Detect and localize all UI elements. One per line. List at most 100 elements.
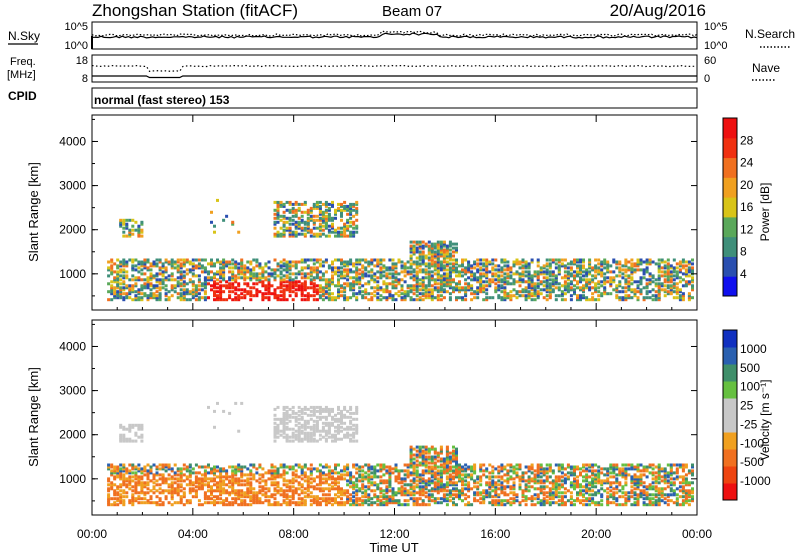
heatmap-cell (666, 264, 670, 268)
heatmap-cell (433, 473, 437, 477)
heatmap-cell (107, 282, 111, 286)
heatmap-cell (582, 278, 585, 282)
heatmap-cell (140, 467, 144, 471)
heatmap-cell (334, 497, 337, 501)
heatmap-cell (394, 266, 398, 270)
heatmap-cell (409, 455, 413, 459)
heatmap-cell (297, 427, 301, 431)
heatmap-cell (291, 467, 295, 471)
heatmap-cell (125, 483, 129, 487)
heatmap-cell (261, 501, 265, 505)
heatmap-cell (158, 487, 162, 491)
heatmap-cell (409, 270, 413, 274)
heatmap-cell (152, 473, 156, 477)
heatmap-cell (467, 495, 471, 499)
heatmap-cell (309, 230, 313, 234)
heatmap-cell (203, 290, 207, 294)
heatmap-cell (506, 292, 510, 296)
heatmap-cell (533, 473, 537, 477)
heatmap-cell (642, 260, 646, 264)
heatmap-cell (258, 465, 262, 469)
heatmap-cell (167, 274, 171, 278)
heatmap-cell (485, 268, 489, 272)
heatmap-cell (119, 274, 123, 278)
heatmap-cell (309, 228, 313, 232)
heatmap-cell (203, 501, 207, 505)
heatmap-cell (494, 485, 498, 489)
heatmap-cell (337, 292, 340, 296)
heatmap-cell (255, 290, 259, 294)
heatmap-cell (418, 455, 422, 459)
heatmap-cell (131, 463, 135, 467)
heatmap-cell (452, 451, 455, 455)
heatmap-cell (385, 479, 389, 483)
heatmap-cell (327, 266, 331, 270)
heatmap-cell (376, 487, 380, 491)
heatmap-cell (494, 491, 498, 495)
heatmap-cell (424, 256, 428, 260)
heatmap-cell (237, 465, 241, 469)
heatmap-cell (588, 298, 592, 302)
heatmap-cell (415, 499, 419, 503)
heatmap-cell (573, 292, 576, 296)
heatmap-cell (569, 288, 573, 292)
heatmap-cell (569, 298, 573, 302)
heatmap-cell (273, 290, 277, 294)
heatmap-cell (666, 276, 670, 280)
heatmap-cell (321, 216, 325, 220)
heatmap-cell (385, 495, 389, 499)
heatmap-cell (312, 439, 316, 443)
heatmap-cell (391, 493, 395, 497)
heatmap-cell (337, 278, 340, 282)
heatmap-cell (482, 258, 486, 262)
heatmap-cell (485, 483, 489, 487)
heatmap-cell (337, 280, 340, 284)
noise-left-tick-bottom: 10^0 (64, 40, 88, 52)
heatmap-cell (210, 278, 213, 282)
heatmap-cell (691, 262, 694, 266)
heatmap-cell (219, 485, 223, 489)
heatmap-cell (458, 274, 461, 278)
heatmap-cell (352, 487, 356, 491)
heatmap-cell (152, 477, 156, 481)
heatmap-cell (340, 473, 343, 477)
heatmap-cell (340, 425, 343, 429)
noise-right-tick-top: 10^5 (704, 21, 728, 33)
heatmap-cell (485, 296, 489, 300)
heatmap-cell (424, 457, 428, 461)
heatmap-cell (645, 290, 649, 294)
heatmap-cell (164, 298, 168, 302)
heatmap-cell (343, 204, 347, 208)
heatmap-cell (476, 499, 480, 503)
heatmap-cell (373, 489, 377, 493)
heatmap-cell (203, 475, 207, 479)
heatmap-cell (303, 473, 307, 477)
heatmap-cell (582, 286, 585, 290)
heatmap-cell (427, 284, 431, 288)
heatmap-cell (306, 431, 310, 435)
heatmap-cell (355, 407, 359, 411)
heatmap-cell (337, 503, 340, 507)
heatmap-cell (158, 499, 162, 503)
heatmap-cell (255, 497, 259, 501)
heatmap-cell (331, 292, 334, 296)
heatmap-cell (606, 292, 610, 296)
heatmap-cell (337, 405, 340, 409)
heatmap-cell (107, 266, 111, 270)
heatmap-cell (334, 501, 337, 505)
heatmap-cell (455, 262, 458, 266)
heatmap-cell (346, 284, 350, 288)
heatmap-cell (288, 268, 292, 272)
heatmap-cell (318, 216, 322, 220)
heatmap-cell (267, 495, 271, 499)
heatmap-cell (473, 266, 477, 270)
heatmap-cell (346, 278, 350, 282)
heatmap-cell (672, 286, 676, 290)
heatmap-cell (473, 479, 477, 483)
heatmap-cell (219, 294, 223, 298)
heatmap-cell (448, 489, 452, 493)
heatmap-cell (288, 294, 292, 298)
heatmap-cell (424, 292, 428, 296)
heatmap-cell (433, 489, 437, 493)
heatmap-cell (185, 288, 189, 292)
